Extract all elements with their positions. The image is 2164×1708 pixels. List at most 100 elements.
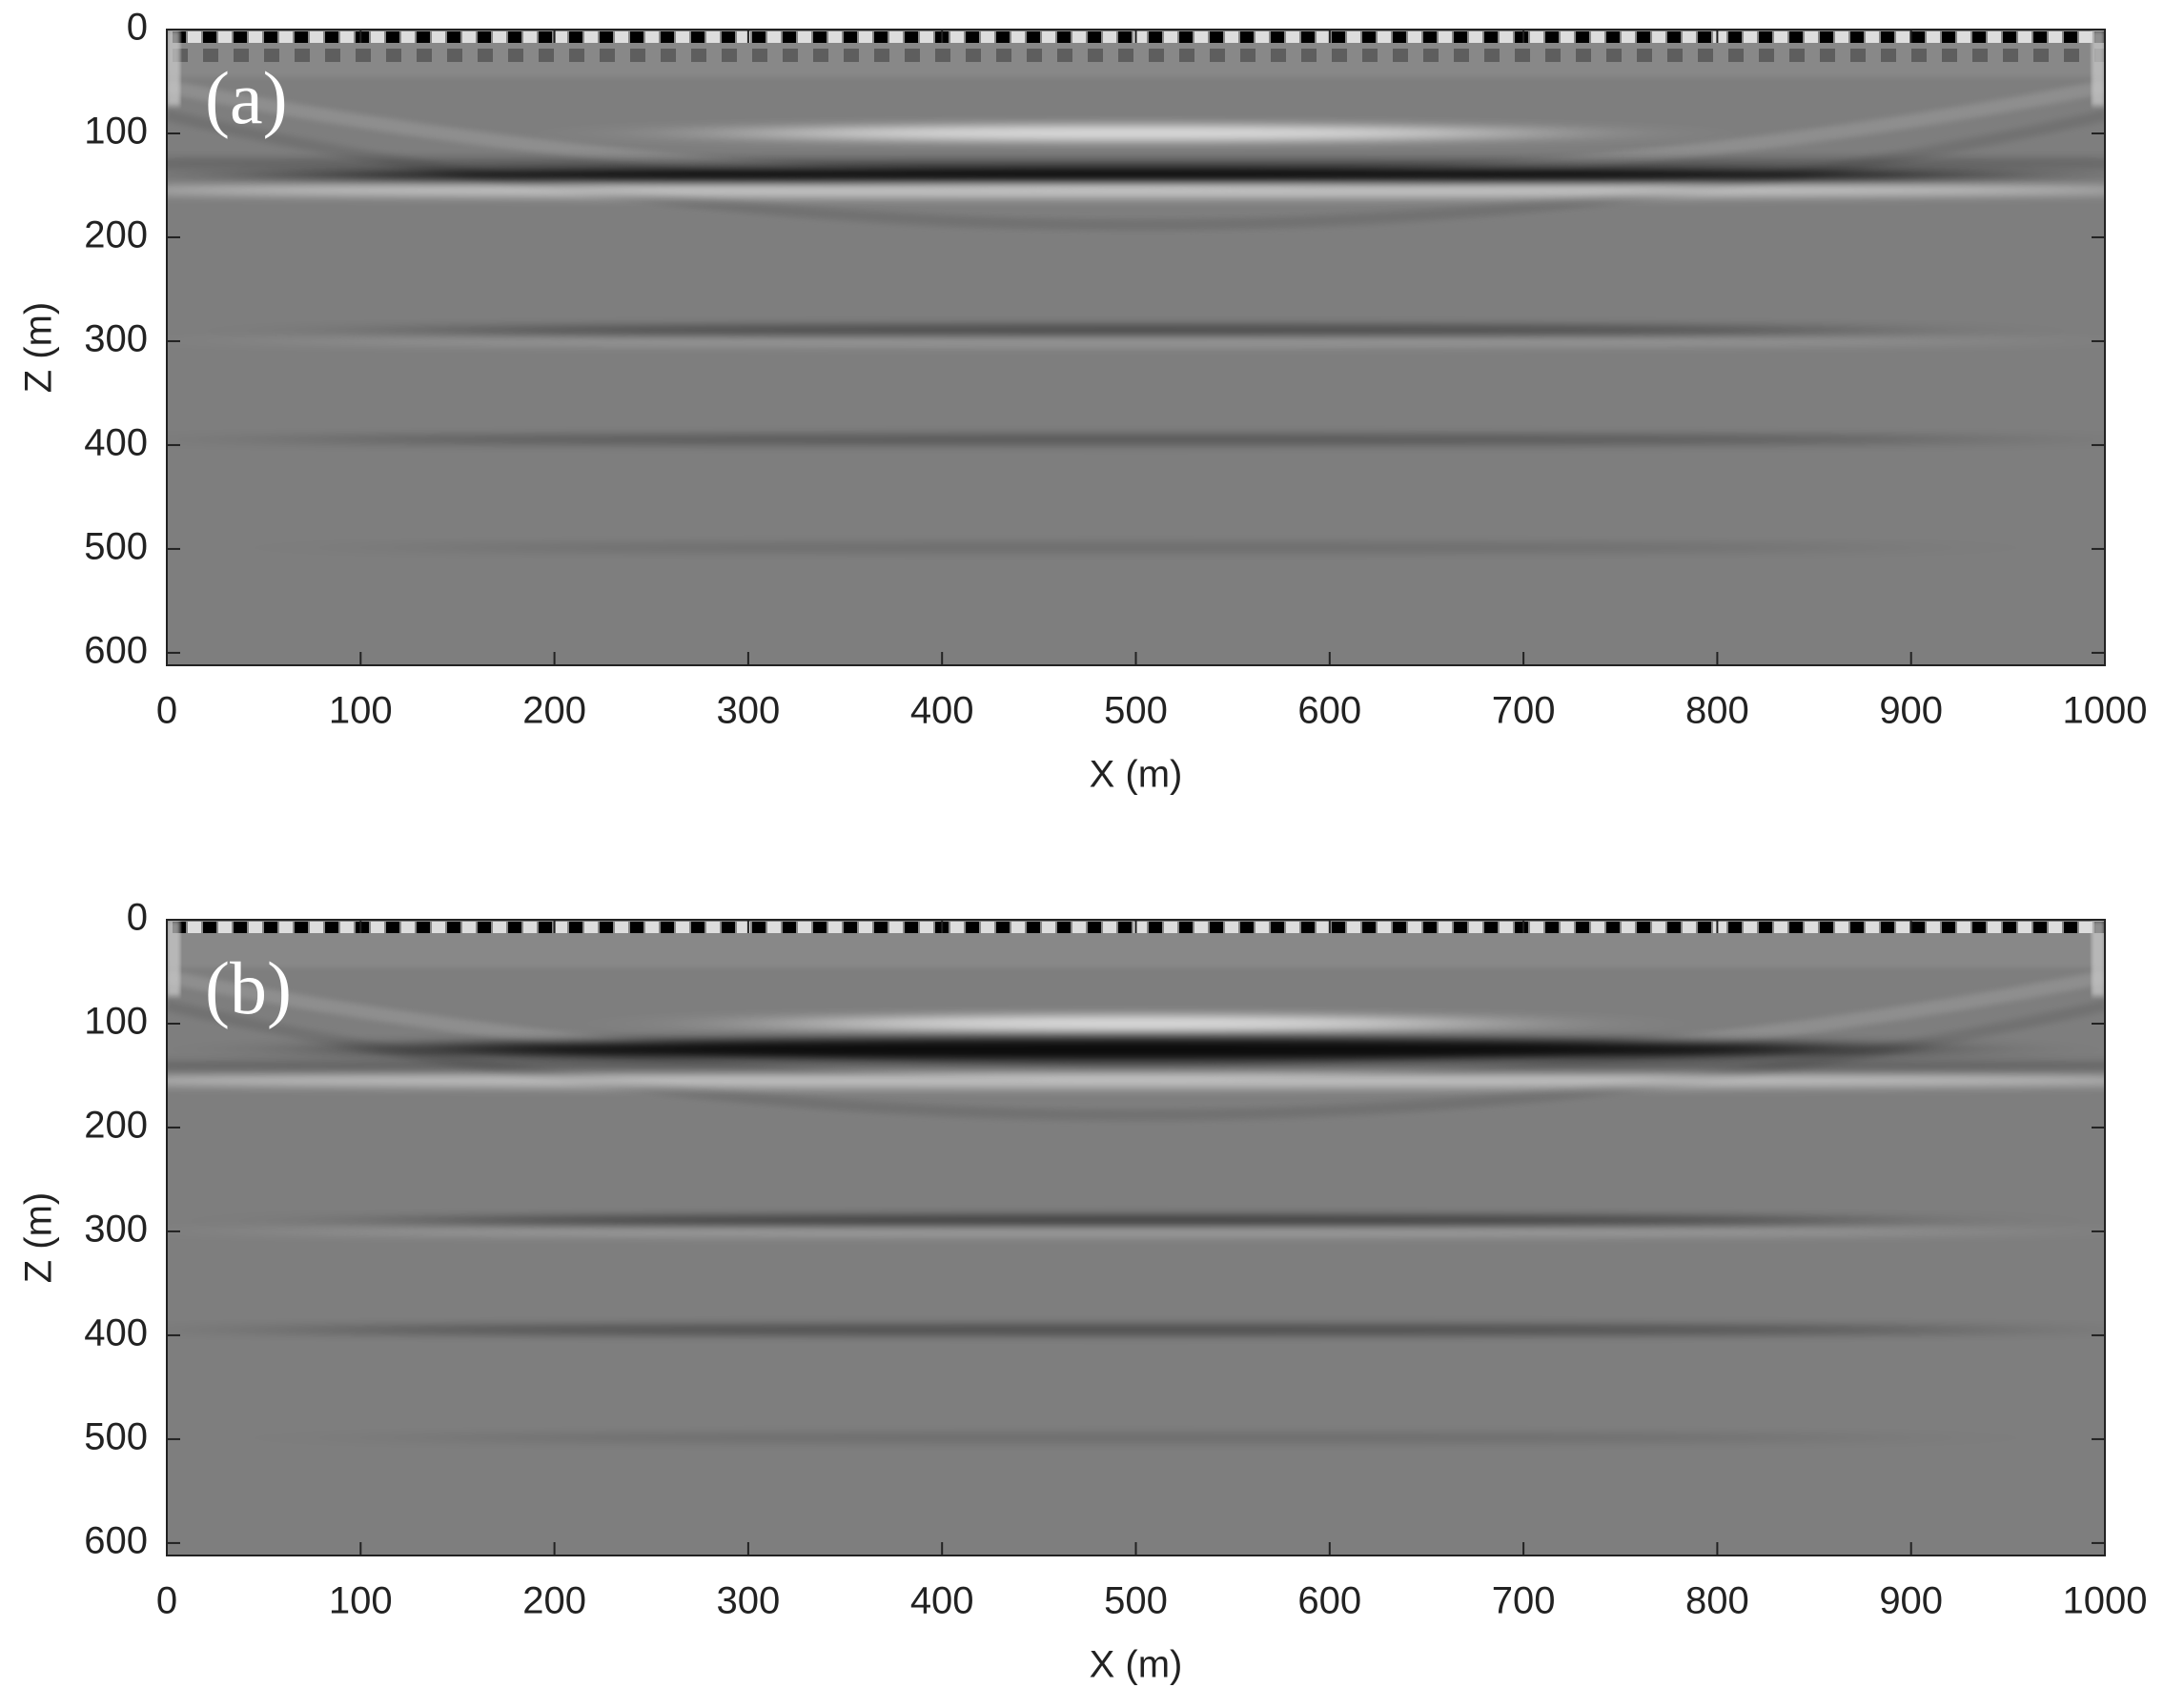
surface-dot xyxy=(432,922,445,933)
surface-dot xyxy=(554,922,567,933)
surface-dot xyxy=(1057,922,1071,933)
surface-dot xyxy=(447,49,462,62)
surface-dot xyxy=(1271,31,1284,43)
surface-dot xyxy=(1927,922,1940,933)
surface-dot xyxy=(356,49,371,62)
surface-dot xyxy=(1789,31,1803,43)
x-tick-label: 200 xyxy=(522,690,586,732)
surface-dot xyxy=(1698,31,1711,43)
surface-dot xyxy=(1347,31,1360,43)
surface-dot xyxy=(996,49,1011,62)
surface-dot xyxy=(203,49,218,62)
surface-dot xyxy=(386,31,399,43)
surface-dot xyxy=(706,922,720,933)
x-axis-label: X (m) xyxy=(1090,754,1183,796)
surface-dot xyxy=(1927,31,1940,43)
surface-dot xyxy=(1454,31,1467,43)
surface-dot xyxy=(1911,49,1927,62)
arc xyxy=(167,970,2105,1079)
surface-dot xyxy=(340,31,354,43)
surface-dot xyxy=(1957,31,1970,43)
surface-dot xyxy=(1881,49,1896,62)
surface-dot xyxy=(1789,922,1803,933)
surface-dot xyxy=(1561,922,1574,933)
surface-dot xyxy=(950,31,964,43)
surface-dot xyxy=(417,922,430,933)
reflector xyxy=(167,1072,2105,1088)
surface-dot xyxy=(645,922,659,933)
reflector xyxy=(379,1038,1892,1062)
surface-dot xyxy=(767,31,781,43)
surface-dot xyxy=(600,31,613,43)
surface-dot xyxy=(1271,49,1286,62)
y-tick-label: 600 xyxy=(84,629,148,671)
surface-dot xyxy=(1683,31,1696,43)
surface-dot xyxy=(1866,922,1879,933)
surface-dot xyxy=(1911,922,1925,933)
surface-dot xyxy=(1362,49,1378,62)
surface-dot xyxy=(1637,31,1650,43)
surface-dot xyxy=(1500,31,1513,43)
surface-dot xyxy=(249,31,262,43)
surface-dot xyxy=(417,49,432,62)
surface-dot xyxy=(1850,922,1864,933)
surface-dot xyxy=(2110,31,2123,43)
surface-dot xyxy=(1820,49,1835,62)
surface-dot xyxy=(1698,49,1713,62)
surface-dot xyxy=(523,922,537,933)
surface-dot xyxy=(706,31,720,43)
edge-left xyxy=(167,920,180,996)
x-tick-label: 1000 xyxy=(2063,690,2148,732)
surface-dot xyxy=(295,922,308,933)
surface-dot xyxy=(1759,49,1774,62)
surface-dot xyxy=(828,31,842,43)
surface-dot xyxy=(478,922,491,933)
surface-dot xyxy=(1256,31,1269,43)
surface-dot xyxy=(1667,922,1681,933)
panel-label: (a) xyxy=(205,56,288,139)
surface-dot xyxy=(1637,922,1650,933)
surface-dot xyxy=(676,31,689,43)
surface-dot xyxy=(1088,922,1101,933)
surface-dot xyxy=(1774,31,1787,43)
panel-label: (b) xyxy=(205,946,292,1029)
surface-dot xyxy=(1439,31,1452,43)
x-tick-label: 800 xyxy=(1685,1580,1749,1622)
surface-dot xyxy=(447,922,460,933)
x-tick-label: 100 xyxy=(329,690,393,732)
surface-dot xyxy=(1225,31,1238,43)
surface-dot xyxy=(1972,49,1988,62)
surface-dot xyxy=(1896,922,1909,933)
surface-dot xyxy=(417,31,430,43)
surface-dot xyxy=(1240,49,1256,62)
surface-dot xyxy=(813,31,827,43)
surface-dot xyxy=(1027,31,1040,43)
x-tick-label: 300 xyxy=(717,690,781,732)
surface-dot xyxy=(1988,31,2001,43)
surface-dot xyxy=(1500,922,1513,933)
surface-dot xyxy=(935,49,950,62)
surface-dot xyxy=(462,922,476,933)
surface-dot xyxy=(645,31,659,43)
surface-dot xyxy=(1057,49,1072,62)
surface-dot xyxy=(1942,31,1955,43)
surface-dot xyxy=(1408,922,1421,933)
reflector xyxy=(379,1215,1892,1228)
x-tick-label: 400 xyxy=(910,690,974,732)
surface-dot xyxy=(1378,922,1391,933)
y-tick-label: 600 xyxy=(84,1519,148,1561)
surface-dot xyxy=(1439,922,1452,933)
surface-dot xyxy=(874,922,888,933)
reflector xyxy=(167,158,2105,169)
surface-dot xyxy=(234,922,247,933)
surface-dot xyxy=(722,49,737,62)
surface-dot xyxy=(1332,31,1345,43)
surface-dot xyxy=(1179,49,1194,62)
surface-dot xyxy=(1393,31,1406,43)
surface-dot xyxy=(1301,49,1317,62)
surface-dot xyxy=(1835,31,1848,43)
surface-dot xyxy=(1591,922,1604,933)
surface-dot xyxy=(1149,31,1162,43)
panel: 0 100 200 300 400 500 600 700 800 900 1000 0 100 200 3… xyxy=(18,7,2148,796)
y-tick-label: 100 xyxy=(84,1001,148,1043)
